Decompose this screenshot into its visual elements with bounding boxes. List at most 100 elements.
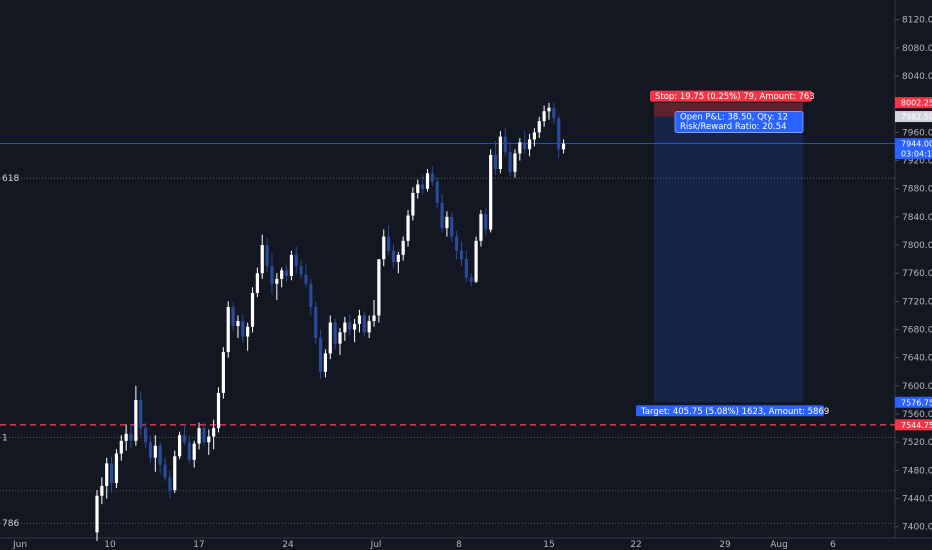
candle-body [134, 399, 138, 441]
candle-body [280, 270, 284, 279]
candle-body [450, 216, 454, 237]
candle-body [221, 352, 225, 393]
position-reward-zone[interactable] [654, 116, 803, 403]
candle-body [299, 266, 303, 275]
price-tick-label: 7840.00 [902, 213, 932, 223]
candle-body [216, 392, 221, 429]
position-labels[interactable]: Stop: 19.75 (0.25%) 79, Amount: 763 Open… [636, 90, 829, 417]
candle-body [304, 274, 308, 284]
candle-body [352, 323, 357, 330]
candle-body [503, 136, 507, 153]
candle-body [246, 326, 250, 337]
stop-info-box[interactable] [650, 90, 812, 102]
time-tick-label: Aug [770, 540, 788, 550]
candle-body [314, 307, 318, 339]
candles [95, 102, 566, 541]
price-tick-label: 8120.00 [902, 16, 932, 26]
pnl-info-box[interactable] [674, 111, 804, 133]
pnl-info-line1: Open P&L: 38.50, Qty: 12 [680, 113, 788, 123]
price-tick-label: 7480.00 [902, 466, 932, 476]
target-info-box[interactable] [636, 405, 824, 417]
candle-body [187, 442, 191, 460]
time-axis[interactable]: Jun 10 17 24 Jul 8 15 22 29 Aug 6 [12, 540, 836, 550]
candle-body [484, 214, 488, 230]
candle-body [493, 154, 498, 170]
price-tick-label: 7440.00 [902, 495, 932, 505]
candle-body [309, 283, 313, 308]
fib-level-label: 618 [2, 174, 19, 184]
time-tick-label: 15 [543, 540, 554, 550]
stop-info-text: Stop: 19.75 (0.25%) 79, Amount: 763 [655, 92, 815, 102]
candle-body [95, 495, 99, 533]
candle-body [367, 321, 371, 333]
price-tick-label: 8080.00 [902, 44, 932, 54]
time-tick-label: 22 [630, 540, 641, 550]
candle-body [547, 107, 551, 112]
position-tool[interactable] [654, 102, 803, 403]
candle-body [163, 464, 167, 478]
candle-body [178, 435, 182, 457]
candle-body [289, 254, 293, 277]
candle-body [435, 181, 439, 203]
candle-body [318, 338, 323, 372]
candle-body [362, 315, 366, 333]
red-level-price-tag-label: 7544.75 [901, 421, 932, 430]
candle-body [338, 332, 342, 344]
price-tick-label: 7680.00 [902, 326, 932, 336]
candle-body [168, 477, 172, 491]
time-tick-label: 8 [456, 540, 462, 550]
candle-body [357, 315, 362, 324]
candle-body [527, 139, 532, 150]
candle-body [513, 153, 517, 172]
candle-body [561, 143, 566, 150]
candle-body [459, 250, 464, 260]
candle-body [469, 277, 473, 282]
candle-body [552, 107, 556, 119]
candle-body [236, 321, 240, 327]
price-tick-label: 7600.00 [902, 382, 932, 392]
candle-body [139, 399, 143, 429]
candle-body [241, 321, 245, 337]
candle-body [270, 266, 274, 284]
candle-body [255, 273, 259, 293]
candle-body [265, 245, 269, 267]
candle-body [182, 435, 187, 443]
candle-body [333, 322, 337, 344]
candle-body [479, 214, 483, 241]
candle-body [474, 240, 478, 282]
candle-body [105, 463, 109, 486]
candle-body [260, 245, 264, 274]
candle-body [197, 428, 201, 444]
price-tick-label: 7920.00 [902, 157, 932, 167]
candle-body [124, 433, 128, 441]
candle-body [440, 202, 444, 229]
candle-body [148, 442, 153, 458]
time-tick-label: 6 [830, 540, 836, 550]
candle-body [323, 353, 328, 372]
candle-body [377, 259, 381, 316]
candle-body [226, 307, 230, 353]
candle-body [542, 111, 546, 122]
candle-body [411, 192, 415, 216]
candle-body [464, 259, 468, 278]
candle-body [455, 236, 459, 251]
candle-body [158, 445, 162, 465]
candle-body [348, 322, 352, 330]
candle-body [202, 428, 206, 443]
candle-body [343, 322, 347, 333]
candle-body [518, 142, 522, 154]
candle-body [406, 215, 410, 241]
time-tick-label: Jun [12, 540, 27, 550]
entry-price-tag [895, 111, 932, 123]
time-tick-label: Jul [370, 540, 382, 550]
candle-body [114, 453, 119, 484]
price-tick-label: 7800.00 [902, 241, 932, 251]
candle-body [489, 154, 493, 230]
candle-body [537, 121, 541, 133]
candle-body [391, 250, 396, 262]
price-tick-label: 7560.00 [902, 410, 932, 420]
candle-body [192, 443, 196, 460]
price-axis[interactable]: 8120.008080.008040.008000.007960.007920.… [895, 16, 932, 533]
